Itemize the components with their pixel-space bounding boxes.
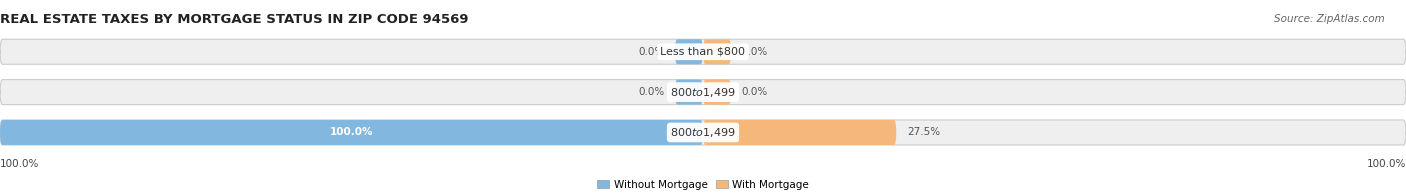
FancyBboxPatch shape (675, 80, 703, 105)
Text: 0.0%: 0.0% (742, 47, 768, 57)
Text: 0.0%: 0.0% (638, 47, 665, 57)
Text: REAL ESTATE TAXES BY MORTGAGE STATUS IN ZIP CODE 94569: REAL ESTATE TAXES BY MORTGAGE STATUS IN … (0, 13, 468, 25)
FancyBboxPatch shape (703, 80, 731, 105)
Legend: Without Mortgage, With Mortgage: Without Mortgage, With Mortgage (593, 176, 813, 194)
Text: 100.0%: 100.0% (0, 159, 39, 169)
FancyBboxPatch shape (0, 39, 1406, 64)
FancyBboxPatch shape (0, 120, 1406, 145)
Text: Source: ZipAtlas.com: Source: ZipAtlas.com (1274, 14, 1385, 24)
FancyBboxPatch shape (0, 120, 703, 145)
Text: $800 to $1,499: $800 to $1,499 (671, 126, 735, 139)
Text: 100.0%: 100.0% (330, 127, 373, 137)
Text: $800 to $1,499: $800 to $1,499 (671, 86, 735, 99)
Text: 100.0%: 100.0% (1367, 159, 1406, 169)
FancyBboxPatch shape (675, 39, 703, 64)
FancyBboxPatch shape (703, 120, 897, 145)
Text: Less than $800: Less than $800 (661, 47, 745, 57)
Text: 0.0%: 0.0% (742, 87, 768, 97)
Text: 0.0%: 0.0% (638, 87, 665, 97)
FancyBboxPatch shape (0, 80, 1406, 105)
Text: 27.5%: 27.5% (907, 127, 941, 137)
FancyBboxPatch shape (703, 39, 731, 64)
